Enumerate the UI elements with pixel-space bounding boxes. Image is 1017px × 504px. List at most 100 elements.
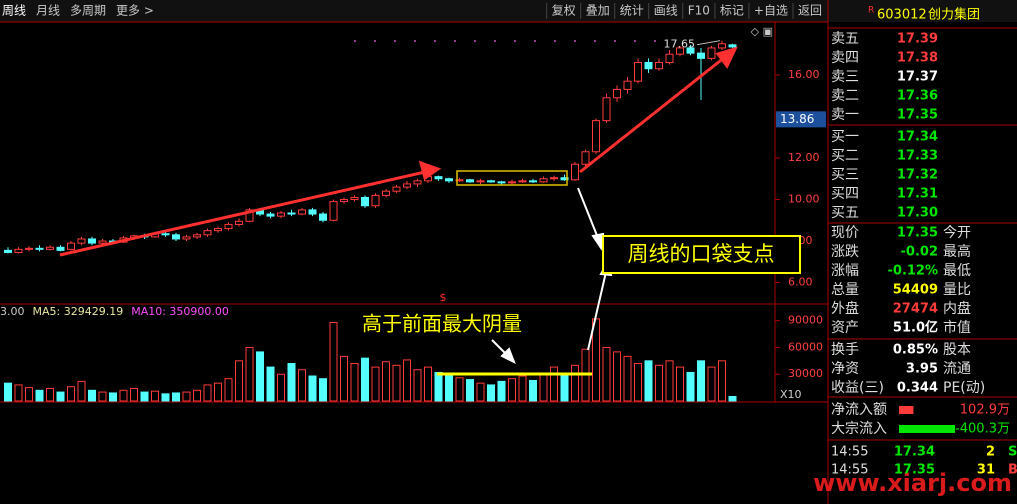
candle-body (455, 179, 464, 182)
candle-body (98, 240, 107, 244)
volume-bar (256, 351, 264, 402)
candle-body (193, 234, 201, 238)
tag: R (868, 6, 874, 16)
stat-label: 最低 (943, 263, 971, 279)
tool-button[interactable]: 统计 (620, 4, 644, 18)
candle-body (592, 120, 600, 153)
candle-body (56, 246, 65, 251)
candle-body (602, 97, 611, 122)
max-pointer (696, 40, 721, 46)
candle-body (287, 212, 296, 215)
volume-bar (350, 363, 359, 402)
stock-name: 创力集团 (928, 7, 980, 23)
candle-body (623, 80, 632, 90)
book-label: 卖五 (831, 31, 859, 47)
volume-bar (676, 366, 684, 402)
tab[interactable]: 月线 (36, 4, 60, 18)
tab[interactable]: 周线 (2, 4, 26, 18)
volume-bar (35, 389, 44, 402)
volume-bar (266, 366, 275, 402)
stat-label: PE(动) (943, 380, 985, 396)
volume-bar (613, 351, 621, 402)
candle-body (487, 180, 495, 183)
volume-bar (245, 346, 254, 402)
book-price: 17.33 (897, 149, 938, 164)
volume-bar (371, 366, 380, 402)
volume-bar (224, 378, 233, 402)
candle-body (235, 220, 243, 225)
candle-body (88, 238, 96, 244)
stat-label: 内盘 (943, 300, 971, 317)
volume-bar (151, 390, 159, 402)
trade-time: 14:55 (831, 463, 868, 478)
icon[interactable]: ◇ ▣ (751, 25, 773, 38)
max-label: 17.65 (664, 38, 696, 51)
candle-body (707, 47, 716, 59)
candle-body (298, 209, 306, 215)
volume-bar (235, 360, 243, 402)
volume-bar (130, 388, 138, 402)
volume-bar (88, 389, 96, 402)
tab[interactable]: 更多 > (116, 4, 154, 18)
volume-bar (319, 378, 327, 402)
tool-button[interactable]: +自选 (754, 4, 788, 18)
callout-text: 周线的口袋支点 (628, 242, 775, 266)
y-tick-label: 12.00 (788, 151, 820, 164)
volume-bar (77, 380, 86, 402)
candle-body (665, 53, 674, 63)
volume-bar (728, 396, 737, 402)
stat-label: 换手 (831, 341, 859, 358)
tool-button[interactable]: 复权 (552, 4, 576, 18)
volume-bar (592, 318, 600, 402)
stat-value: 3.95 (906, 362, 938, 377)
candle-body (203, 230, 212, 236)
volume-bar (98, 391, 107, 402)
tool-button[interactable]: 返回 (798, 4, 822, 18)
trade-side: S (1008, 445, 1017, 460)
volume-bar (392, 364, 401, 402)
candle-body (245, 209, 254, 222)
tool-button[interactable]: 叠加 (586, 4, 610, 18)
candle-body (581, 151, 590, 165)
cursor-price-box (776, 111, 826, 128)
volume-bar (403, 359, 411, 402)
candle-body (697, 52, 705, 59)
volume-bar (14, 384, 23, 402)
book-price: 17.35 (897, 108, 938, 123)
book-price: 17.37 (897, 70, 938, 85)
volume-bar (182, 391, 191, 402)
candle-body (77, 238, 86, 244)
candle-body (308, 209, 317, 215)
volume-bar (434, 371, 443, 402)
stat-label: 量比 (943, 282, 971, 298)
trend-arrows (59, 46, 738, 257)
trade-price: 17.35 (894, 463, 935, 478)
volume-bar (655, 364, 663, 402)
book-label: 买五 (831, 205, 859, 221)
volume-bar (67, 386, 75, 402)
tab[interactable]: 多周期 (70, 4, 106, 18)
tool-button[interactable]: 标记 (720, 4, 744, 18)
stat-label: 涨跌 (831, 244, 859, 260)
candle-body (413, 180, 422, 185)
legend-entry: MA10: 350900.00 (131, 305, 229, 318)
tool-button[interactable]: 画线 (654, 4, 678, 18)
volume-bar (686, 371, 695, 402)
book-label: 卖四 (831, 50, 859, 66)
stat-value: 27474 (893, 302, 938, 317)
candle-body (350, 196, 359, 201)
volume-bar (476, 382, 485, 402)
flow-label: 净流入额 (831, 402, 887, 418)
volume-bar (287, 363, 296, 402)
volume-bar (172, 392, 180, 402)
trade-volume: 31 (977, 463, 995, 478)
stat-label: 现价 (831, 225, 859, 241)
candle-body (403, 183, 411, 188)
volume-bar (518, 375, 527, 402)
legend-entry: 3.00 (0, 305, 25, 318)
stat-value: 0.344 (897, 381, 938, 396)
tool-button[interactable]: F10 (688, 4, 710, 18)
volume-bar (340, 355, 348, 402)
candle-body (539, 178, 548, 183)
